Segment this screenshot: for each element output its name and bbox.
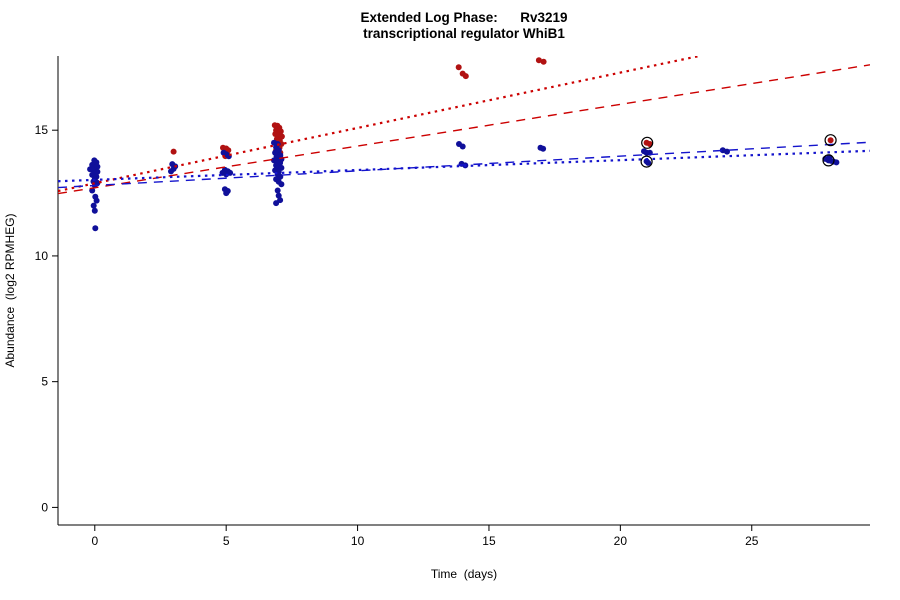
x-tick-label: 20 xyxy=(614,534,628,548)
data-point-blue xyxy=(274,187,281,194)
data-point-red xyxy=(455,64,462,71)
data-point-blue xyxy=(92,225,99,232)
trend-line-blue-dashed xyxy=(58,141,870,189)
data-point-blue xyxy=(540,145,547,152)
y-tick-label: 0 xyxy=(41,500,48,514)
trend-line-red-dashed xyxy=(58,64,870,195)
data-point-red xyxy=(462,73,469,80)
x-tick-label: 0 xyxy=(91,534,98,548)
data-point-red xyxy=(540,58,547,65)
x-tick-label: 15 xyxy=(482,534,496,548)
highlight-circle xyxy=(640,155,653,168)
data-point-red xyxy=(827,137,834,144)
x-tick-label: 5 xyxy=(223,534,230,548)
data-point-blue xyxy=(223,190,230,197)
y-tick-label: 10 xyxy=(35,249,49,263)
data-point-blue xyxy=(833,159,840,166)
data-point-blue xyxy=(275,192,282,199)
highlight-circle xyxy=(641,136,654,149)
data-point-blue xyxy=(168,168,174,175)
data-point-blue xyxy=(459,143,466,150)
y-axis-label: Abundance (log2 RPMHEG) xyxy=(3,213,17,367)
chart-subtitle: transcriptional regulator WhiB1 xyxy=(363,26,565,41)
y-tick-label: 5 xyxy=(41,375,48,389)
data-point-blue xyxy=(93,197,100,204)
highlight-circle xyxy=(824,134,837,147)
data-point-blue xyxy=(90,202,97,209)
data-point-blue xyxy=(645,159,652,166)
y-tick-label: 15 xyxy=(35,123,49,137)
data-point-red xyxy=(170,148,177,155)
x-tick-label: 25 xyxy=(745,534,759,548)
trend-line-red-dotted xyxy=(58,56,700,193)
data-point-blue xyxy=(273,200,280,207)
highlight-circle xyxy=(822,154,835,167)
data-point-blue xyxy=(91,207,98,214)
data-point-red xyxy=(535,57,542,64)
x-tick-label: 10 xyxy=(351,534,365,548)
data-point-blue xyxy=(278,181,285,188)
chart-title: Extended Log Phase: Rv3219 xyxy=(360,10,568,25)
title-block: Extended Log Phase: Rv3219 transcription… xyxy=(58,10,870,42)
trend-line-blue-dotted xyxy=(58,149,870,183)
x-axis-label: Time (days) xyxy=(431,567,497,581)
data-point-blue xyxy=(724,148,730,155)
